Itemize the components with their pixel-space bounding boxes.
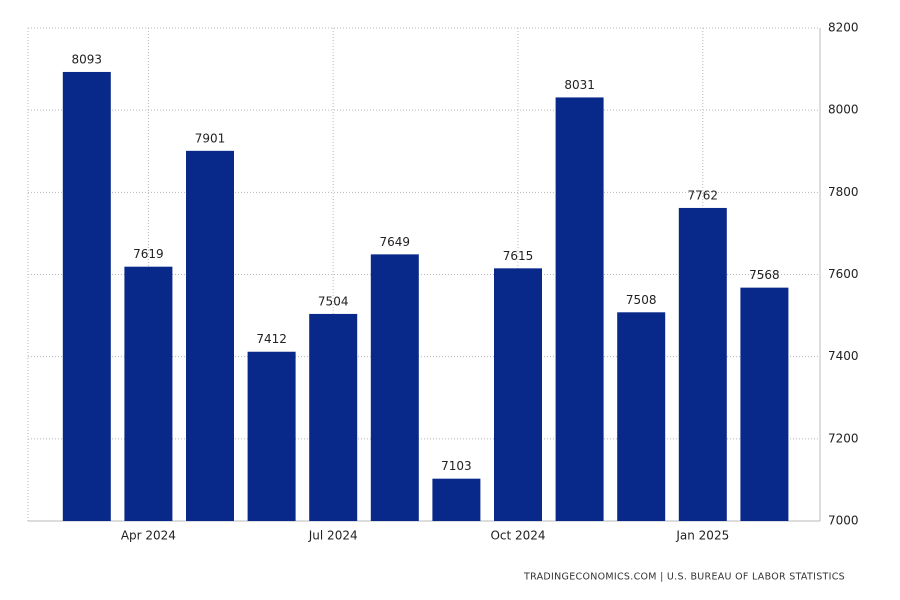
y-tick-label: 7200 xyxy=(828,431,859,445)
x-tick-label: Jan 2025 xyxy=(675,529,729,543)
value-label: 7412 xyxy=(256,332,287,346)
bar xyxy=(247,351,296,521)
bar xyxy=(370,254,419,521)
value-label: 7649 xyxy=(380,235,411,249)
value-label: 7508 xyxy=(626,293,657,307)
bar xyxy=(62,71,111,521)
value-label: 7103 xyxy=(441,459,472,473)
x-tick-label: Oct 2024 xyxy=(490,529,545,543)
value-label: 7504 xyxy=(318,294,349,308)
y-tick-label: 7400 xyxy=(828,349,859,363)
y-tick-label: 8200 xyxy=(828,21,859,35)
bar xyxy=(309,313,358,521)
bar xyxy=(617,312,666,521)
value-label: 8093 xyxy=(72,52,103,66)
bar xyxy=(494,268,542,521)
bar xyxy=(186,150,234,521)
bar xyxy=(555,97,604,521)
value-label: 7568 xyxy=(749,268,780,282)
value-label: 7619 xyxy=(133,247,164,261)
value-label: 8031 xyxy=(564,78,595,92)
y-tick-label: 7800 xyxy=(828,185,859,199)
value-label: 7615 xyxy=(503,249,534,263)
x-tick-label: Jul 2024 xyxy=(308,529,358,543)
y-tick-label: 7000 xyxy=(828,514,859,528)
bar xyxy=(740,287,789,521)
value-label: 7901 xyxy=(195,131,226,145)
bar xyxy=(432,478,481,521)
x-tick-label: Apr 2024 xyxy=(121,529,176,543)
source-note: TRADINGECONOMICS.COM | U.S. BUREAU OF LA… xyxy=(523,572,845,583)
value-label: 7762 xyxy=(688,188,719,202)
bar xyxy=(124,266,173,521)
y-tick-label: 7600 xyxy=(828,267,859,281)
y-tick-label: 8000 xyxy=(828,103,859,117)
bar xyxy=(678,207,727,521)
